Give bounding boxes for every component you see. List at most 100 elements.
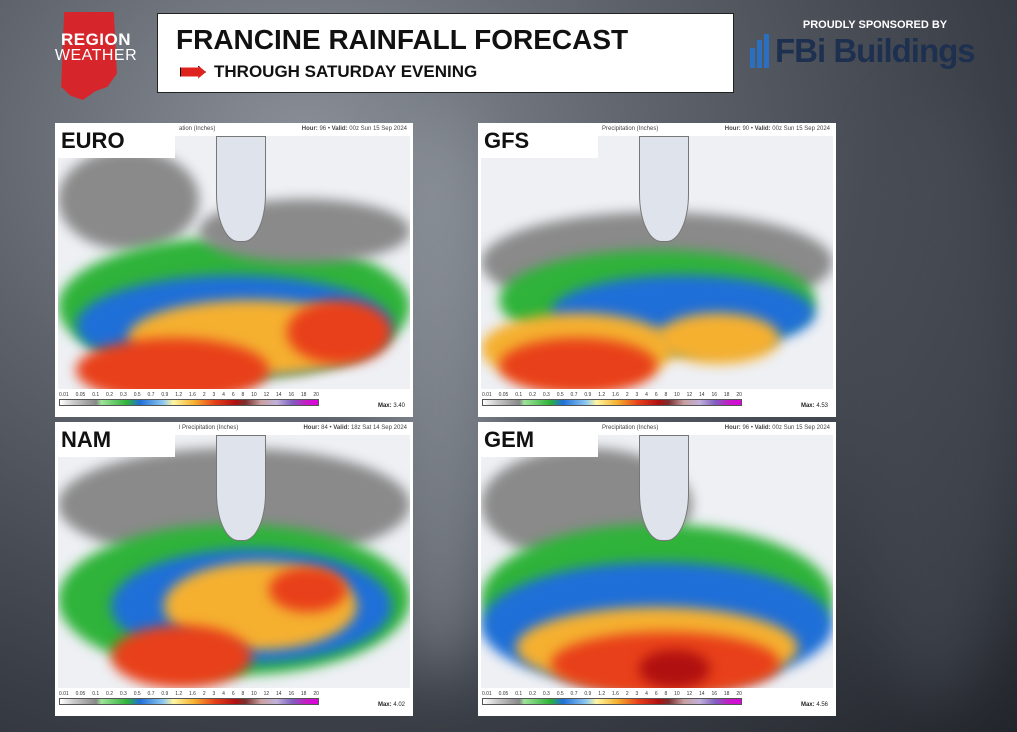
legend-tick: 0.3: [542, 392, 550, 398]
legend-tick: 1.6: [612, 392, 619, 398]
legend-tick: 10: [674, 392, 680, 398]
precip-area: [286, 300, 393, 364]
legend-tick: 0.5: [133, 392, 141, 398]
valid-time: Hour: 90 • Valid: 00z Sun 15 Sep 2024: [724, 126, 830, 132]
legend-tick: 0.3: [542, 691, 550, 697]
title-box: FRANCINE RAINFALL FORECAST THROUGH SATUR…: [157, 13, 734, 93]
legend-tick: 20: [736, 392, 742, 398]
legend-tick: 8: [241, 392, 245, 398]
lake-michigan: [639, 136, 689, 243]
valid-time: Hour: 96 • Valid: 00z Sun 15 Sep 2024: [301, 126, 407, 132]
legend-tick: 0.1: [92, 691, 100, 697]
legend-tick: 2: [202, 691, 206, 697]
legend-tick: 0.1: [515, 392, 523, 398]
legend-tick: 0.05: [75, 392, 86, 398]
fbi-bars-icon: [750, 34, 769, 68]
panel-header: Precipitation (Inches) Hour: 90 • Valid:…: [478, 123, 836, 135]
lake-michigan: [216, 435, 266, 542]
legend-tick: 4: [645, 392, 648, 398]
panel-header: l Precipitation (Inches) Hour: 84 • Vali…: [55, 422, 413, 434]
legend-tick: 3: [635, 392, 639, 398]
max-value: Max: 4.53: [800, 403, 828, 409]
model-panel-gem: Precipitation (Inches) Hour: 96 • Valid:…: [478, 422, 836, 716]
precip-area: [269, 566, 347, 613]
legend-tick: 10: [251, 691, 257, 697]
legend-tick: 0.05: [75, 691, 86, 697]
indiana-state-shape: [61, 12, 117, 100]
legend-tick: 0.01: [482, 691, 492, 697]
sponsor-label: PROUDLY SPONSORED BY: [802, 19, 948, 31]
legend-tick: 1.6: [189, 691, 196, 697]
precip-area: [498, 338, 657, 389]
legend-tick: 0.9: [161, 392, 169, 398]
legend-tick: 12: [263, 392, 270, 398]
legend-tick: 0.1: [92, 392, 100, 398]
model-label: GFS: [478, 123, 598, 158]
legend-tick: 0.3: [119, 691, 127, 697]
legend-tick: 6: [231, 691, 235, 697]
legend-tick: 20: [736, 691, 742, 697]
legend-tick: 12: [263, 691, 270, 697]
legend-colorbar: [59, 399, 319, 406]
panel-header: Precipitation (Inches) Hour: 96 • Valid:…: [478, 422, 836, 434]
color-legend: 0.01 0.05 0.1 0.2 0.3 0.5 0.7 0.9 1.2 1.6 2 3 4 6 8 10 1…: [482, 691, 742, 705]
logo-line2: WEATHER: [54, 47, 138, 64]
legend-tick: 1.6: [612, 691, 619, 697]
color-legend: 0.01 0.05 0.1 0.2 0.3 0.5 0.7 0.9 1.2 1.6 2 3 4 6 8 10 1…: [482, 392, 742, 406]
legend-tick: 0.5: [556, 392, 564, 398]
max-value: Max: 4.56: [800, 702, 828, 708]
legend-tick: 0.01: [59, 392, 69, 398]
legend-tick: 4: [645, 691, 648, 697]
max-value: Max: 4.02: [377, 702, 405, 708]
legend-tick: 0.2: [106, 691, 113, 697]
valid-time: Hour: 84 • Valid: 18z Sat 14 Sep 2024: [303, 425, 407, 431]
legend-tick: 14: [699, 691, 705, 697]
legend-tick: 8: [664, 392, 668, 398]
legend-tick: 2: [625, 691, 629, 697]
legend-tick: 0.9: [584, 392, 592, 398]
legend-tick: 1.6: [189, 392, 196, 398]
model-label: EURO: [55, 123, 175, 158]
precip-area: [639, 650, 710, 688]
max-value: Max: 3.40: [377, 403, 405, 409]
legend-tick: 14: [276, 392, 282, 398]
legend-tick: 0.05: [498, 691, 509, 697]
legend-tick: 2: [202, 392, 206, 398]
legend-tick: 18: [723, 691, 730, 697]
legend-tick: 16: [288, 691, 294, 697]
legend-tick: 16: [288, 392, 294, 398]
product-label: Precipitation (Inches): [602, 126, 659, 132]
model-panel-gfs: Precipitation (Inches) Hour: 90 • Valid:…: [478, 123, 836, 417]
legend-tick: 0.2: [529, 691, 536, 697]
region-weather-logo: REGION WEATHER: [50, 12, 142, 102]
precip-area: [58, 148, 199, 250]
legend-tick: 1.2: [598, 691, 606, 697]
legend-tick: 20: [313, 392, 319, 398]
precip-area: [75, 338, 270, 389]
legend-tick: 0.01: [482, 392, 492, 398]
legend-colorbar: [59, 698, 319, 705]
legend-tick: 14: [276, 691, 282, 697]
legend-tick: 0.7: [570, 691, 578, 697]
subtitle: THROUGH SATURDAY EVENING: [180, 62, 477, 82]
legend-tick: 0.7: [570, 392, 578, 398]
legend-tick: 16: [711, 691, 717, 697]
legend-tick: 8: [241, 691, 245, 697]
legend-tick: 0.5: [133, 691, 141, 697]
legend-tick: 8: [664, 691, 668, 697]
panel-header: ation (Inches) Hour: 96 • Valid: 00z Sun…: [55, 123, 413, 135]
legend-tick: 2: [625, 392, 629, 398]
legend-tick: 10: [251, 392, 257, 398]
legend-colorbar: [482, 399, 742, 406]
legend-tick: 18: [723, 392, 730, 398]
color-legend: 0.01 0.05 0.1 0.2 0.3 0.5 0.7 0.9 1.2 1.6 2 3 4 6 8 10 1…: [59, 691, 319, 705]
product-label: ation (Inches): [179, 126, 216, 132]
legend-tick: 1.2: [175, 392, 183, 398]
legend-tick: 3: [212, 691, 216, 697]
lake-michigan: [216, 136, 266, 243]
legend-tick: 3: [635, 691, 639, 697]
precip-area: [110, 624, 252, 688]
legend-tick: 0.5: [556, 691, 564, 697]
legend-tick: 0.1: [515, 691, 523, 697]
subtitle-text: THROUGH SATURDAY EVENING: [214, 62, 478, 81]
